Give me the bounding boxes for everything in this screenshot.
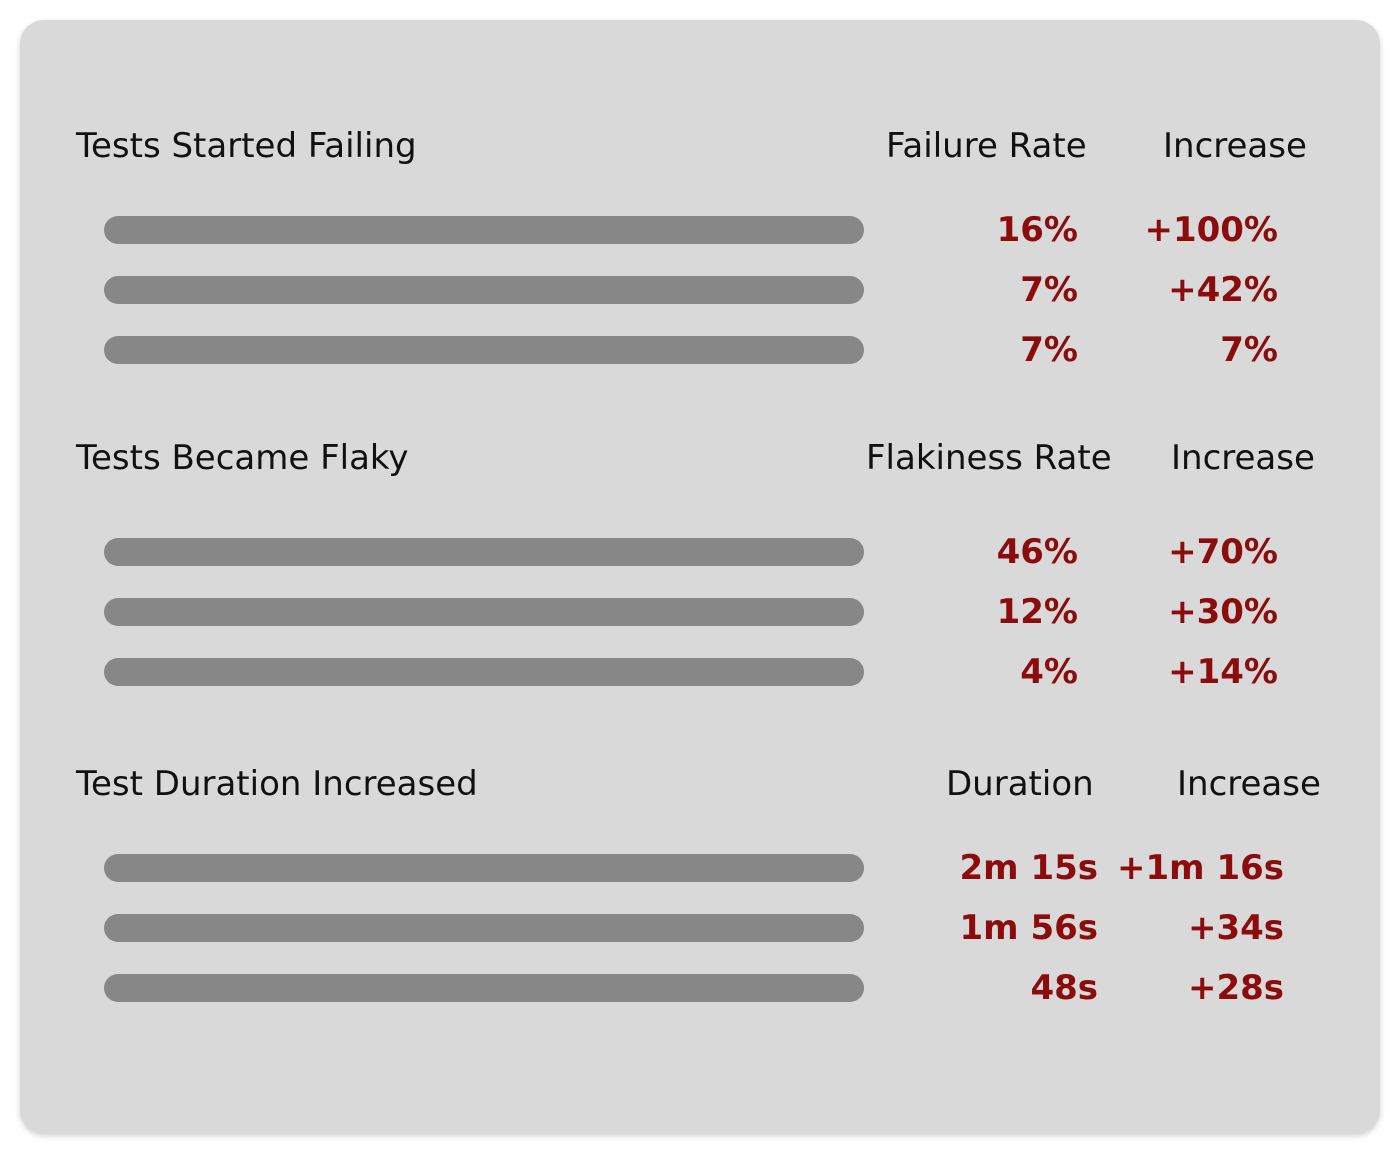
increase-value: +42% (1168, 270, 1278, 310)
metric-value: 12% (996, 592, 1078, 632)
test-name-placeholder[interactable] (104, 974, 864, 1002)
test-row[interactable]: 2m 15s +1m 16s (20, 848, 1380, 888)
metric-value: 4% (1020, 652, 1078, 692)
increase-column-header: Increase (1163, 126, 1307, 166)
test-name-placeholder[interactable] (104, 658, 864, 686)
test-name-placeholder[interactable] (104, 216, 864, 244)
increase-value: +28s (1187, 968, 1284, 1008)
test-row[interactable]: 7% +42% (20, 270, 1380, 310)
increase-value: +34s (1187, 908, 1284, 948)
metric-column-header: Duration (946, 764, 1094, 804)
metric-value: 46% (996, 532, 1078, 572)
increase-column-header: Increase (1171, 438, 1315, 478)
increase-value: +1m 16s (1117, 848, 1284, 888)
test-name-placeholder[interactable] (104, 538, 864, 566)
test-row[interactable]: 4% +14% (20, 652, 1380, 692)
increase-value: 7% (1220, 330, 1278, 370)
section-title: Test Duration Increased (76, 764, 478, 804)
increase-value: +14% (1168, 652, 1278, 692)
test-row[interactable]: 46% +70% (20, 532, 1380, 572)
section-title: Tests Became Flaky (76, 438, 409, 478)
test-row[interactable]: 7% 7% (20, 330, 1380, 370)
test-regressions-card: Tests Started Failing Failure Rate Incre… (20, 20, 1380, 1134)
increase-value: +100% (1144, 210, 1278, 250)
test-name-placeholder[interactable] (104, 914, 864, 942)
metric-column-header: Flakiness Rate (866, 438, 1112, 478)
test-name-placeholder[interactable] (104, 336, 864, 364)
test-row[interactable]: 1m 56s +34s (20, 908, 1380, 948)
metric-value: 16% (996, 210, 1078, 250)
metric-value: 2m 15s (959, 848, 1098, 888)
metric-value: 7% (1020, 330, 1078, 370)
increase-value: +70% (1168, 532, 1278, 572)
metric-value: 1m 56s (959, 908, 1098, 948)
test-row[interactable]: 16% +100% (20, 210, 1380, 250)
test-row[interactable]: 48s +28s (20, 968, 1380, 1008)
section-title: Tests Started Failing (76, 126, 417, 166)
metric-value: 7% (1020, 270, 1078, 310)
test-name-placeholder[interactable] (104, 276, 864, 304)
increase-value: +30% (1168, 592, 1278, 632)
metric-value: 48s (1030, 968, 1098, 1008)
test-name-placeholder[interactable] (104, 598, 864, 626)
metric-column-header: Failure Rate (886, 126, 1087, 166)
increase-column-header: Increase (1177, 764, 1321, 804)
test-name-placeholder[interactable] (104, 854, 864, 882)
test-row[interactable]: 12% +30% (20, 592, 1380, 632)
